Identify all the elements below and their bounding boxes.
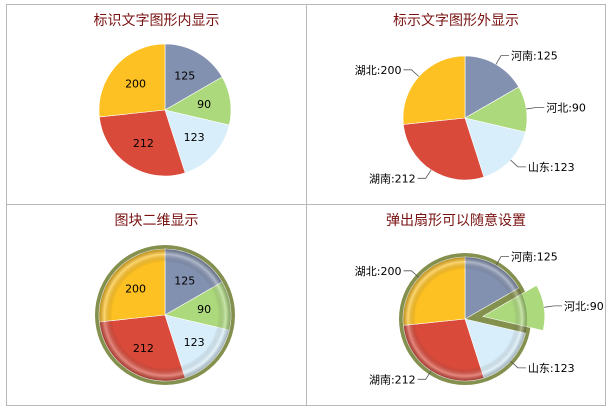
pie-chart-bevel: 125 90 123 212 200: [95, 245, 235, 385]
leader-line: [417, 169, 432, 179]
leader-line: [544, 305, 563, 308]
chart-title: 弹出扇形可以随意设置: [386, 213, 526, 229]
chart-panel-bevel: 图块二维显示 125 90 123 212 200: [7, 205, 307, 405]
pie-slice-3[interactable]: [403, 117, 485, 181]
pie-chart-labels-outside: 河南:125 河北:90 山东:123 湖南:212 湖北:200: [355, 50, 586, 186]
slice-value-label: 123: [184, 131, 205, 144]
slice-label: 山东:123: [528, 362, 575, 375]
slice-value-label: 212: [133, 137, 154, 150]
slice-value-label: 90: [197, 98, 211, 111]
pie-slice-4[interactable]: [402, 256, 466, 326]
slice-value-label: 90: [197, 303, 211, 316]
slice-label: 湖北:200: [355, 265, 402, 278]
leader-line: [495, 55, 509, 65]
pie-slice-4[interactable]: [98, 43, 166, 118]
pie-slice-2[interactable]: [464, 117, 526, 178]
slice-label: 河北:90: [546, 101, 586, 114]
slice-value-label: 125: [174, 70, 195, 83]
slice-label: 山东:123: [528, 161, 575, 174]
slice-label: 河北:90: [564, 300, 604, 313]
chart-grid: 标识文字图形内显示 125 90 123 212 200 标示文字图形外显示 河南:12…: [6, 4, 606, 406]
slice-value-label: 200: [125, 283, 146, 296]
slice-label: 湖南:212: [369, 373, 416, 386]
leader-line: [403, 69, 420, 77]
chart-title: 标示文字图形外显示: [393, 13, 519, 29]
pie-chart-exploded: 河南:125 河北:90 山东:123 湖南:212 湖北:200: [355, 251, 604, 387]
slice-value-label: 200: [125, 78, 146, 91]
pie-slice-0[interactable]: [164, 43, 223, 111]
slice-value-label: 212: [133, 342, 154, 355]
chart-panel-labels-outside: 标示文字图形外显示 河南:125 河北:90 山东:123 湖南:212 湖北:200: [307, 5, 605, 205]
slice-label: 湖南:212: [369, 172, 416, 185]
slice-value-label: 125: [174, 275, 195, 288]
chart-panel-labels-inside: 标识文字图形内显示 125 90 123 212 200: [7, 5, 307, 205]
slice-label: 河南:125: [511, 251, 558, 264]
chart-title: 标识文字图形内显示: [93, 13, 220, 29]
chart-title: 图块二维显示: [114, 213, 199, 229]
pie-slice-3[interactable]: [99, 109, 186, 177]
pie-chart-labels-inside: 125 90 123 212 200: [98, 43, 232, 177]
slice-value-label: 123: [184, 336, 205, 349]
chart-panel-exploded: 弹出扇形可以随意设置 河南:125 河北:90 山东:123 湖南:212 湖北:200: [307, 205, 605, 405]
leader-line: [526, 107, 545, 110]
slice-label: 湖北:200: [355, 64, 402, 77]
pie-slice-2[interactable]: [164, 109, 230, 174]
pie-slice-4[interactable]: [402, 55, 466, 125]
leader-line: [510, 159, 526, 168]
slice-label: 河南:125: [511, 50, 558, 63]
